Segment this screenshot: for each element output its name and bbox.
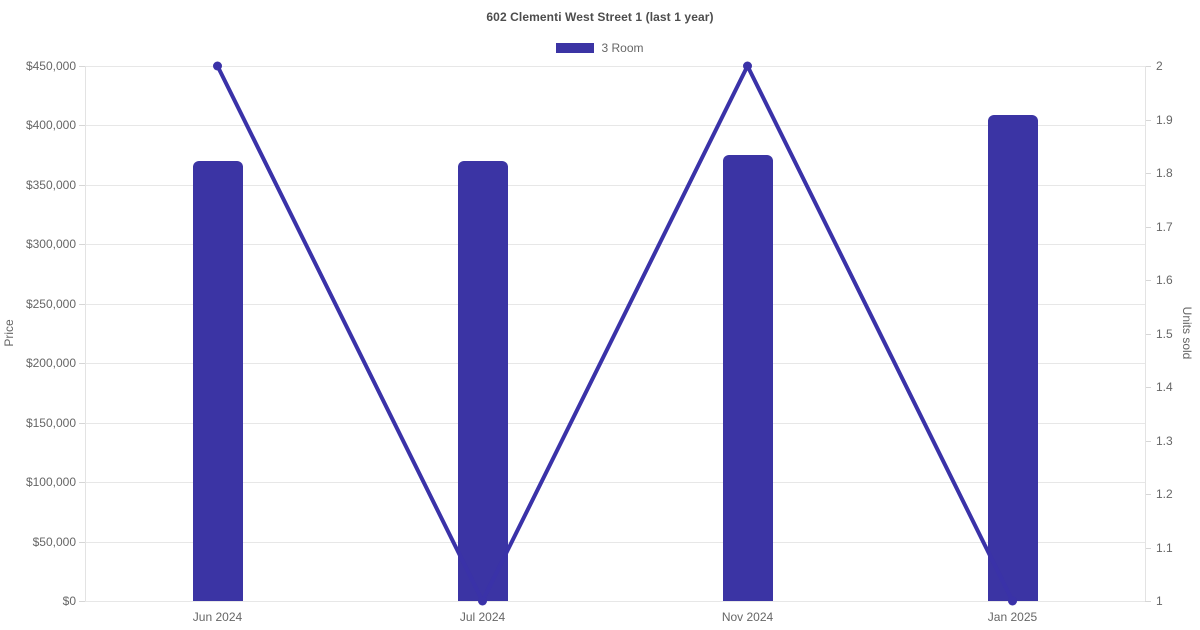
- x-tick-label: Jan 2025: [987, 610, 1038, 624]
- gridline: [85, 244, 1145, 246]
- y-left-tick-label: $300,000: [25, 237, 76, 252]
- gridline: [85, 303, 1145, 305]
- gridline: [85, 363, 1145, 365]
- y-left-tick-mark: [79, 363, 85, 365]
- bar-jan-2025[interactable]: [987, 114, 1038, 601]
- y-left-tick-label: $50,000: [32, 534, 76, 549]
- y-right-tick-label: 1.7: [1156, 219, 1173, 234]
- y-right-tick-mark: [1145, 119, 1151, 121]
- y-right-tick-mark: [1145, 226, 1151, 228]
- y-right-tick-label: 2: [1156, 59, 1163, 73]
- gridline: [85, 482, 1145, 484]
- y-right-tick-mark: [1145, 601, 1151, 602]
- y-left-tick-label: $100,000: [25, 475, 76, 490]
- legend-item-3-room[interactable]: 3 Room: [556, 41, 644, 55]
- y-right-tick-mark: [1145, 333, 1151, 335]
- y-right-tick-label: 1.4: [1156, 380, 1173, 394]
- line-point-nov-2024[interactable]: [743, 61, 752, 71]
- y-left-tick-mark: [79, 184, 85, 186]
- legend-swatch: [556, 43, 595, 53]
- y-left-tick-mark: [79, 482, 85, 484]
- y-right-tick-mark: [1145, 387, 1151, 388]
- y-right-tick-mark: [1145, 494, 1151, 495]
- y-left-tick-mark: [79, 303, 85, 305]
- y-right-tick-label: 1.9: [1156, 112, 1173, 127]
- chart-title: 602 Clementi West Street 1 (last 1 year): [486, 10, 714, 24]
- y-right-tick-mark: [1145, 547, 1151, 549]
- y-axis-line-right: [1145, 66, 1146, 601]
- y-left-tick-mark: [79, 422, 85, 424]
- y-left-tick-mark: [79, 244, 85, 246]
- y-left-tick-mark: [79, 541, 85, 543]
- y-axis-title-price: Price: [2, 319, 16, 347]
- y-left-tick-mark: [79, 601, 85, 602]
- y-left-tick-label: $150,000: [25, 415, 76, 430]
- line-point-jan-2025[interactable]: [1008, 596, 1017, 606]
- line-point-jul-2024[interactable]: [478, 596, 487, 606]
- y-left-tick-label: $350,000: [25, 177, 76, 192]
- y-right-tick-label: 1.5: [1156, 326, 1173, 341]
- y-right-tick-label: 1: [1156, 594, 1163, 608]
- y-right-tick-label: 1.6: [1156, 273, 1173, 287]
- y-right-tick-mark: [1145, 440, 1151, 442]
- y-axis-line-left: [85, 66, 86, 601]
- x-tick-label: Nov 2024: [721, 610, 774, 624]
- y-right-tick-label: 1.8: [1156, 166, 1173, 180]
- y-right-tick-mark: [1145, 280, 1151, 281]
- y-left-tick-mark: [79, 125, 85, 127]
- y-right-tick-label: 1.2: [1156, 487, 1173, 501]
- bar-jun-2024[interactable]: [192, 161, 243, 601]
- y-left-tick-mark: [79, 66, 85, 67]
- gridline: [85, 125, 1145, 127]
- x-tick-label: Jun 2024: [192, 610, 243, 624]
- bar-jul-2024[interactable]: [457, 161, 508, 601]
- y-right-tick-label: 1.3: [1156, 433, 1173, 448]
- gridline: [85, 541, 1145, 543]
- y-left-tick-label: $450,000: [25, 59, 76, 73]
- gridline: [85, 601, 1145, 602]
- bar-nov-2024[interactable]: [722, 155, 773, 601]
- y-right-tick-mark: [1145, 173, 1151, 174]
- y-left-tick-label: $250,000: [25, 296, 76, 311]
- line-path: [215, 64, 1015, 603]
- legend: 3 Room: [0, 41, 1200, 55]
- legend-label: 3 Room: [601, 41, 644, 55]
- gridline: [85, 184, 1145, 186]
- y-left-tick-label: $200,000: [25, 356, 76, 371]
- y-right-tick-mark: [1145, 66, 1151, 67]
- y-axis-title-units-sold: Units sold: [1180, 306, 1194, 360]
- x-tick-label: Jul 2024: [459, 610, 506, 624]
- line-point-jun-2024[interactable]: [213, 61, 222, 71]
- gridline: [85, 422, 1145, 424]
- y-left-tick-label: $0: [62, 594, 76, 608]
- gridline: [85, 66, 1145, 67]
- y-left-tick-label: $400,000: [25, 118, 76, 133]
- y-right-tick-label: 1.1: [1156, 540, 1173, 555]
